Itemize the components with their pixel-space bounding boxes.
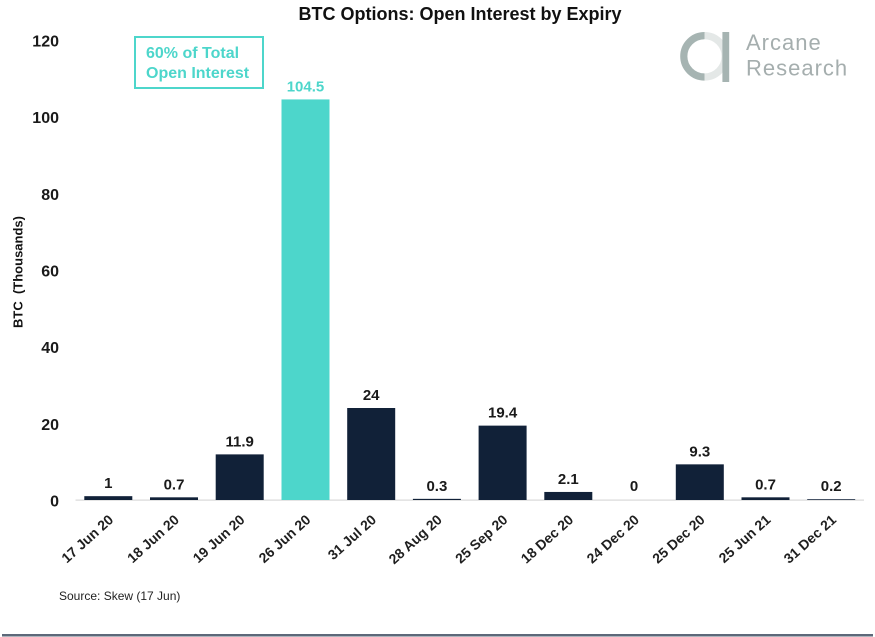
svg-text:80: 80: [41, 187, 59, 204]
svg-text:Research: Research: [746, 56, 848, 81]
svg-text:0: 0: [50, 494, 59, 511]
svg-text:19.4: 19.4: [488, 405, 518, 422]
svg-text:0.3: 0.3: [426, 478, 447, 495]
svg-text:0: 0: [630, 478, 638, 495]
svg-text:20: 20: [41, 417, 59, 434]
svg-text:Arcane: Arcane: [746, 30, 822, 55]
svg-text:24: 24: [363, 387, 380, 404]
svg-text:Source: Skew (17 Jun): Source: Skew (17 Jun): [59, 589, 180, 603]
svg-text:2.1: 2.1: [558, 471, 579, 488]
svg-text:0.7: 0.7: [164, 476, 185, 493]
svg-text:60% of Total: 60% of Total: [146, 45, 239, 62]
svg-text:BTC (Thousands): BTC (Thousands): [11, 216, 26, 328]
svg-text:1: 1: [104, 475, 112, 492]
svg-text:0.7: 0.7: [755, 476, 776, 493]
svg-text:11.9: 11.9: [226, 433, 254, 450]
svg-text:100: 100: [32, 110, 59, 127]
svg-text:40: 40: [41, 340, 59, 357]
svg-text:60: 60: [41, 264, 59, 281]
svg-text:120: 120: [32, 34, 59, 51]
svg-text:Open Interest: Open Interest: [146, 65, 250, 82]
svg-text:0.2: 0.2: [821, 478, 842, 495]
svg-text:BTC Options: Open Interest by: BTC Options: Open Interest by Expiry: [298, 4, 621, 24]
svg-text:9.3: 9.3: [689, 443, 710, 460]
svg-text:104.5: 104.5: [287, 78, 325, 95]
